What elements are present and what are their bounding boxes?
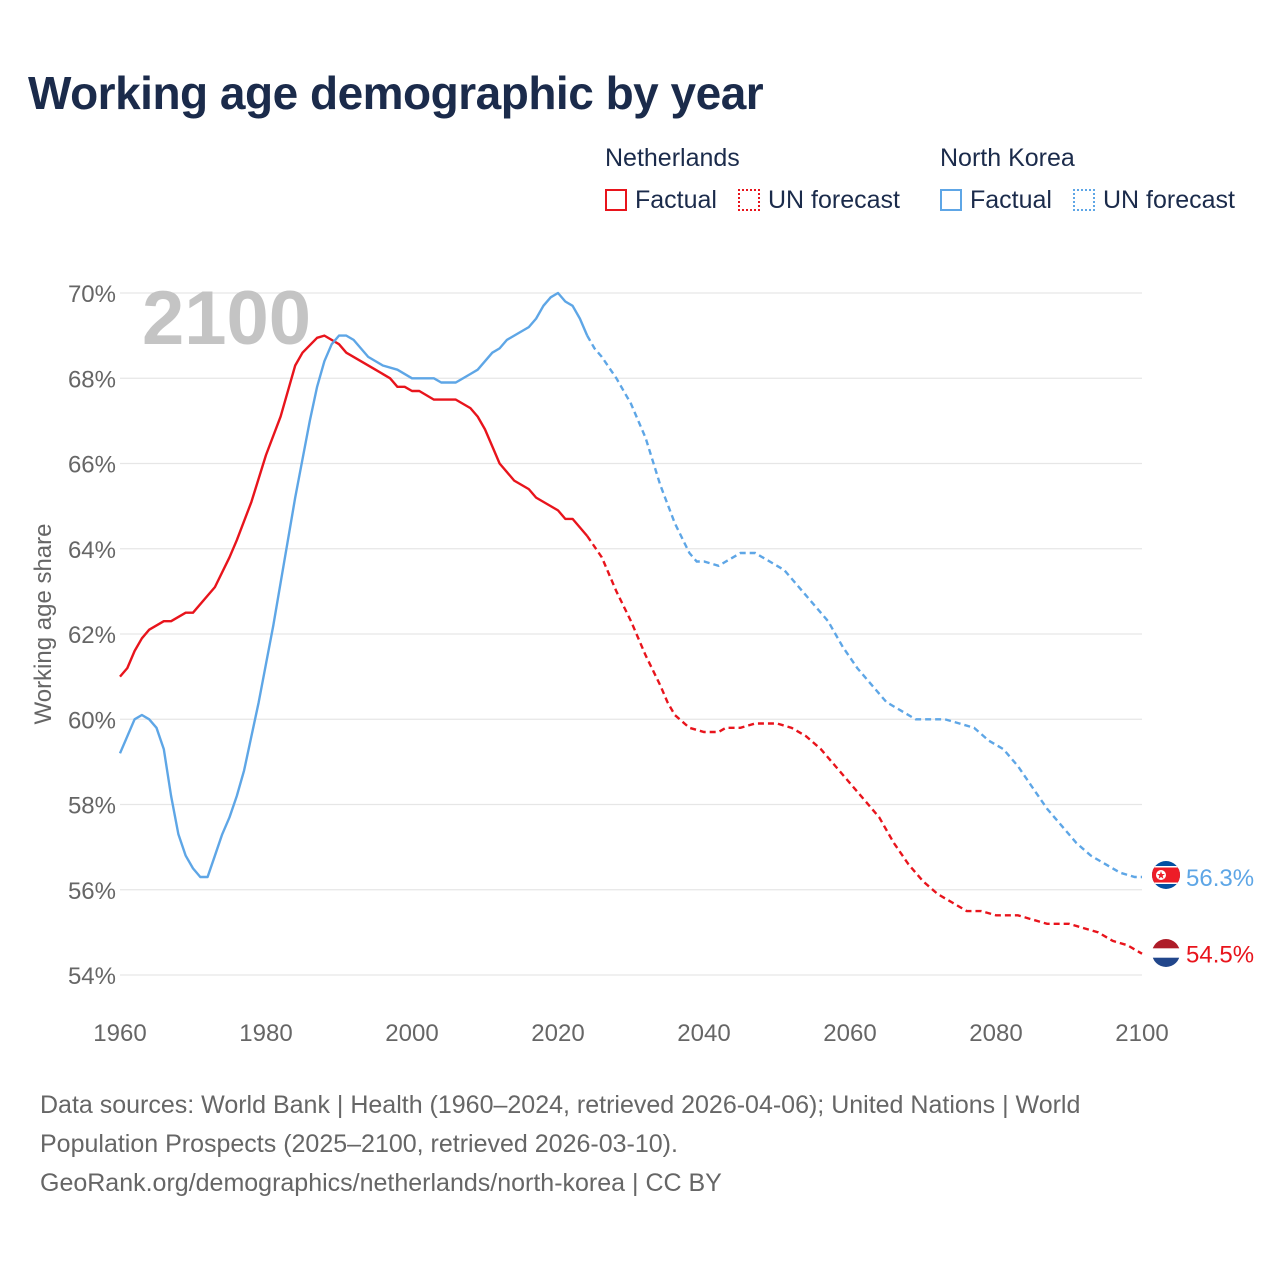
legend-swatch-solid-blue <box>940 189 962 211</box>
y-tick-label: 56% <box>68 878 116 905</box>
x-tick-label: 2060 <box>823 1020 876 1047</box>
legend-swatch-dotted-red <box>738 189 760 211</box>
legend-swatch-dotted-blue <box>1073 189 1095 211</box>
legend-swatch-solid-red <box>605 189 627 211</box>
legend-label: UN forecast <box>768 185 900 214</box>
x-tick-label: 2000 <box>385 1020 438 1047</box>
x-tick-label: 1960 <box>93 1020 146 1047</box>
legend-netherlands-title: Netherlands <box>605 144 740 172</box>
north-korea-end-value-label: 56.3% <box>1186 865 1254 892</box>
netherlands-end-value-label: 54.5% <box>1186 942 1254 969</box>
y-tick-label: 70% <box>68 281 116 308</box>
line-chart: 54% 56% 58% 60% 62% 64% 66% 68% 70% 1960 1980 2000 2… <box>30 276 1254 1047</box>
y-tick-label: 68% <box>68 366 116 393</box>
y-axis-label: Working age share <box>30 524 57 725</box>
x-tick-label: 2020 <box>531 1020 584 1047</box>
x-tick-label: 2040 <box>677 1020 730 1047</box>
x-tick-label: 2080 <box>969 1020 1022 1047</box>
y-tick-label: 66% <box>68 452 116 479</box>
footer-sources-line-1: Data sources: World Bank | Health (1960–… <box>40 1091 1081 1119</box>
footer-sources-line-2: Population Prospects (2025–2100, retriev… <box>40 1130 678 1158</box>
legend-netherlands-forecast[interactable]: UN forecast <box>738 184 900 216</box>
footer: Data sources: World Bank | Health (1960–… <box>40 1086 1240 1203</box>
x-tick-label: 2100 <box>1115 1020 1168 1047</box>
legend-north-korea-forecast[interactable]: UN forecast <box>1073 184 1235 216</box>
y-tick-label: 64% <box>68 537 116 564</box>
legend-label: Factual <box>970 185 1052 214</box>
y-tick-label: 54% <box>68 963 116 990</box>
legend-label: UN forecast <box>1103 185 1235 214</box>
grid: 54% 56% 58% 60% 62% 64% 66% 68% 70% 1960 1980 2000 2… <box>30 281 1169 1047</box>
netherlands-factual-line <box>119 334 589 678</box>
legend-north-korea-factual[interactable]: Factual <box>940 184 1052 216</box>
x-tick-label: 1980 <box>239 1020 292 1047</box>
y-tick-label: 62% <box>68 622 116 649</box>
netherlands-forecast-line <box>586 535 1143 955</box>
y-tick-label: 58% <box>68 793 116 820</box>
legend-north-korea-title: North Korea <box>940 144 1075 172</box>
north-korea-flag-icon <box>1152 861 1180 889</box>
legend-label: Factual <box>635 185 717 214</box>
legend-netherlands-factual[interactable]: Factual <box>605 184 717 216</box>
north-korea-factual-line <box>118 291 589 879</box>
north-korea-forecast-line <box>586 335 1142 879</box>
netherlands-flag-icon <box>1152 939 1180 967</box>
year-watermark: 2100 <box>142 276 311 361</box>
chart-title: Working age demographic by year <box>28 67 764 119</box>
y-tick-label: 60% <box>68 707 116 734</box>
footer-attribution-link[interactable]: GeoRank.org/demographics/netherlands/nor… <box>40 1169 722 1197</box>
